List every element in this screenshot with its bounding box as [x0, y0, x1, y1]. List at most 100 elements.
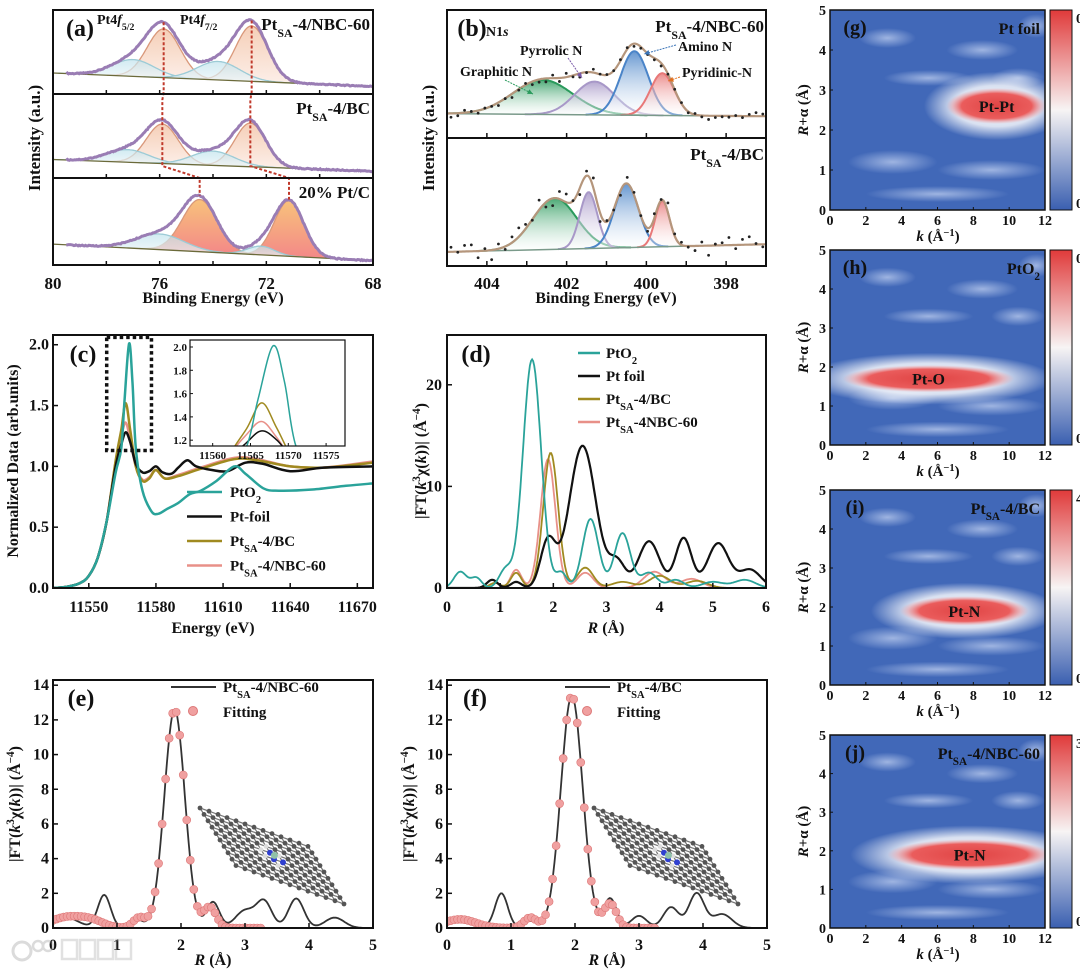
carbon-atom [603, 824, 609, 830]
tick-label: 3 [819, 322, 826, 337]
carbon-atom [301, 882, 307, 888]
carbon-atom [683, 863, 689, 868]
carbon-atom [263, 844, 269, 849]
carbon-atom [648, 840, 654, 846]
carbon-atom [210, 815, 216, 820]
tick-label: 2 [819, 361, 826, 376]
tick-label: 8 [970, 689, 977, 704]
arrowhead-icon [527, 89, 533, 94]
heatmap-contour [858, 507, 916, 528]
data-point [537, 80, 541, 84]
carbon-atom [325, 876, 331, 881]
carbon-atom [662, 840, 668, 846]
carbon-atom [697, 863, 703, 868]
legend-label: PtO2 [230, 485, 261, 506]
x-tick-label: 11580 [136, 599, 175, 616]
tick-label: 76 [151, 274, 168, 293]
carbon-atom [223, 824, 229, 830]
heatmap-contour [858, 28, 916, 48]
data-point [544, 80, 548, 84]
tick-label: 80 [45, 274, 62, 293]
inset-background [190, 340, 345, 446]
carbon-atom [731, 895, 737, 900]
carbon-atom [723, 882, 729, 888]
data-point [524, 222, 527, 226]
carbon-atom [650, 866, 656, 872]
carbon-atom [250, 834, 256, 840]
heatmap-contour [946, 519, 1019, 539]
tick-label: 1 [819, 883, 826, 898]
data-point [632, 45, 636, 48]
carbon-atom [283, 876, 289, 881]
carbon-atom [644, 834, 650, 840]
fitting-point [548, 874, 557, 884]
data-point [612, 208, 616, 212]
y-axis-label: R+α (Å) [796, 562, 812, 615]
fitting-point [189, 885, 199, 894]
carbon-atom [246, 828, 252, 833]
carbon-atom [690, 840, 696, 846]
carbon-atom [320, 879, 326, 884]
x-axis-label: R (Å) [588, 951, 626, 969]
data-point [510, 235, 514, 239]
carbon-atom [653, 837, 659, 843]
xps-subplot [447, 169, 766, 262]
fit-envelope [447, 174, 766, 253]
carbon-atom [328, 892, 334, 897]
data-point [476, 256, 480, 260]
inset-y-tick-label: 1.6 [173, 389, 187, 401]
carbon-atom [599, 818, 605, 824]
heatmap-contour [1018, 493, 1045, 518]
x-tick-label: 3 [603, 599, 611, 616]
data-point [510, 96, 514, 99]
data-point [693, 112, 697, 115]
tick-label: 404 [474, 274, 500, 293]
carbon-atom [285, 856, 291, 862]
heatmap-peak [946, 88, 1045, 124]
carbon-atom [324, 885, 330, 891]
arrowhead-icon [668, 76, 674, 82]
carbon-atom [637, 856, 643, 862]
y-tick-label: 10 [426, 478, 442, 495]
data-point [713, 116, 717, 119]
carbon-atom [643, 844, 649, 849]
carbon-atom [667, 837, 673, 843]
data-point [727, 115, 731, 119]
peak-annotation: Pt4f5/2 [97, 13, 135, 33]
fitting-point [147, 904, 156, 914]
carbon-atom [702, 860, 708, 865]
carbon-atom [715, 869, 721, 875]
sample-label: PtSA-4/BC [296, 99, 370, 124]
peak-label: Pt-Pt [979, 99, 1015, 116]
tick-label: 1 [819, 164, 826, 179]
pyridinic-component-fill [637, 200, 688, 248]
arrowhead-icon [644, 50, 650, 56]
carbon-atom [278, 879, 284, 884]
carbon-atom [652, 847, 658, 852]
fitting-point [551, 841, 561, 851]
x-tick-label: 11610 [204, 599, 243, 616]
y-tick-label: 1.0 [29, 458, 49, 475]
carbon-atom [672, 879, 678, 884]
y-axis-label: |FT(k3χ(k))| (Å−4) [411, 403, 430, 519]
tick-label: 4 [898, 689, 905, 704]
carbon-atom [300, 847, 306, 852]
tick-label: 6 [934, 932, 941, 947]
heatmap-contour [883, 308, 974, 325]
colorbar-min-label: 0 [1076, 672, 1080, 687]
legend-label: Pt-foil [230, 510, 270, 526]
spectrum-envelope [65, 18, 373, 89]
carbon-atom [272, 847, 278, 852]
carbon-atom [323, 895, 329, 900]
heatmap-contour [937, 879, 1045, 900]
data-point [558, 190, 561, 193]
x-tick-label: 4 [656, 599, 664, 616]
carbon-atom [687, 869, 693, 875]
x-tick-label: 1 [113, 937, 121, 954]
fitting-point [154, 859, 163, 868]
inset-y-tick-label: 1.4 [173, 412, 187, 424]
fitting-point [562, 715, 571, 725]
graphitic-n-label: Graphitic N [460, 65, 532, 80]
